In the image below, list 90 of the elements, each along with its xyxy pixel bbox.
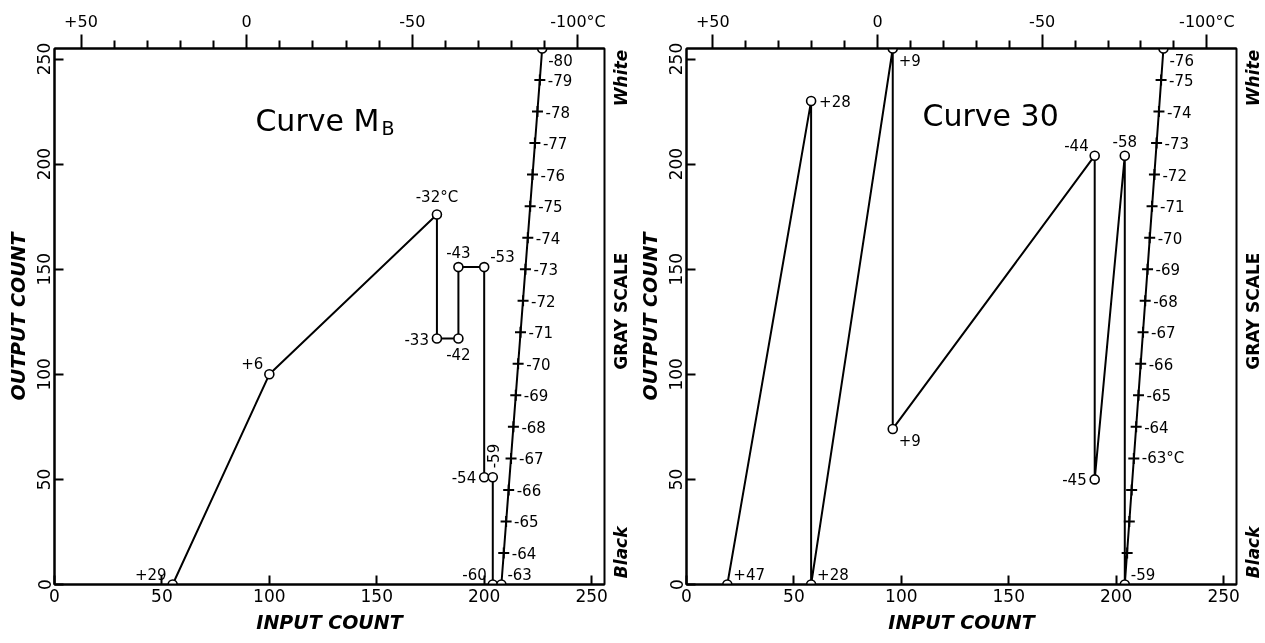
x2-tick-label: -100°C — [550, 11, 606, 31]
annotation: -80 — [548, 51, 573, 70]
x-tick-label: 250 — [1207, 585, 1240, 606]
annotation: -69 — [1155, 261, 1181, 280]
annotation: +28 — [817, 565, 849, 584]
text: GRAY SCALE — [610, 252, 631, 370]
annotation: -72 — [531, 292, 556, 311]
y-tick-label: 150 — [666, 252, 687, 286]
annotation: -68 — [521, 418, 546, 437]
x2-tick-label: 0 — [241, 11, 252, 31]
annotation: -74 — [535, 229, 561, 248]
x-tick-label: 250 — [575, 585, 608, 606]
annotation: +6 — [241, 355, 264, 374]
annotation: -78 — [545, 103, 570, 122]
annotation: -67 — [1151, 324, 1176, 343]
annotation: -59 — [1130, 565, 1156, 584]
annotation: -32°C — [415, 187, 459, 206]
x-axis-title: INPUT COUNT — [888, 610, 1037, 633]
annotation: +29 — [135, 565, 167, 584]
annotation: -75 — [1169, 72, 1194, 91]
text: White — [1242, 49, 1263, 107]
x-tick-label: 50 — [783, 585, 805, 606]
annotation: -66 — [516, 481, 542, 500]
annotation: -69 — [523, 387, 549, 406]
text: White — [610, 49, 631, 107]
annotation: -71 — [1160, 198, 1185, 217]
y-axis-title: OUTPUT COUNT — [6, 230, 29, 401]
y-tick-label: 100 — [34, 358, 55, 391]
annotation: -54 — [451, 469, 477, 488]
x2-tick-label: +50 — [695, 11, 730, 31]
annotation: -71 — [528, 324, 553, 343]
annotation: -45 — [1062, 471, 1087, 490]
annotation: -58 — [1112, 132, 1138, 151]
y-tick-label: 250 — [34, 42, 55, 76]
x-tick-label: 150 — [992, 585, 1025, 606]
y-axis-title: OUTPUT COUNT — [638, 230, 661, 401]
y-tick-label: 50 — [666, 468, 687, 491]
x-tick-label: 200 — [467, 585, 501, 606]
x2-tick-label: +50 — [64, 11, 98, 31]
annotation: -60 — [462, 565, 487, 584]
x-tick-label: 50 — [151, 585, 173, 606]
x-tick-label: 200 — [1099, 585, 1133, 606]
annotation: -73 — [1164, 135, 1190, 154]
x-axis-title: INPUT COUNT — [256, 610, 405, 633]
annotation: +9 — [898, 51, 921, 70]
annotation: -70 — [1157, 229, 1183, 248]
annotation: -72 — [1162, 166, 1187, 185]
y-tick-label: 200 — [666, 147, 687, 181]
annotation: -74 — [1166, 103, 1192, 122]
y-tick-label: 50 — [34, 468, 55, 491]
annotation: -44 — [1064, 136, 1089, 155]
x-tick-label: 150 — [360, 585, 393, 606]
x2-tick-label: -50 — [1029, 11, 1056, 31]
annotation: -79 — [547, 72, 573, 91]
annotation: -70 — [526, 355, 551, 374]
y-tick-label: 150 — [34, 252, 55, 286]
annotation: -75 — [538, 198, 563, 217]
annotation: +28 — [819, 93, 851, 112]
x2-tick-label: -100°C — [1179, 11, 1235, 31]
x-tick-label: 100 — [253, 585, 286, 606]
x2-tick-label: 0 — [872, 11, 883, 31]
text: GRAY SCALE — [1242, 252, 1263, 370]
text: Black — [1242, 524, 1263, 579]
annotation: -67 — [519, 450, 544, 469]
x-tick-label: 100 — [885, 585, 918, 606]
annotation: -68 — [1153, 292, 1178, 311]
text: Black — [610, 524, 631, 579]
annotation: -53 — [490, 248, 515, 267]
annotation: -59 — [484, 443, 503, 469]
annotation: -77 — [542, 135, 568, 154]
annotation: -64 — [1144, 418, 1169, 437]
annotation: -63°C — [1141, 449, 1185, 468]
annotation: -64 — [511, 544, 537, 563]
y-tick-label: 200 — [34, 147, 55, 181]
annotation: -63 — [507, 565, 532, 584]
annotation: +9 — [898, 431, 921, 450]
annotation: -76 — [540, 166, 566, 185]
annotation: -65 — [514, 513, 539, 532]
annotation: -33 — [404, 330, 429, 349]
annotation: -65 — [1146, 387, 1172, 406]
annotation: -73 — [533, 261, 558, 280]
annotation: -66 — [1148, 355, 1174, 374]
y-tick-label: 100 — [666, 358, 687, 391]
x2-tick-label: -50 — [399, 11, 426, 31]
annotation: -76 — [1169, 51, 1194, 70]
annotation: -43 — [446, 244, 471, 263]
text: Curve 30 — [922, 98, 1059, 133]
annotation: +47 — [733, 565, 765, 584]
y-tick-label: 250 — [666, 42, 687, 76]
annotation: -42 — [446, 345, 471, 364]
